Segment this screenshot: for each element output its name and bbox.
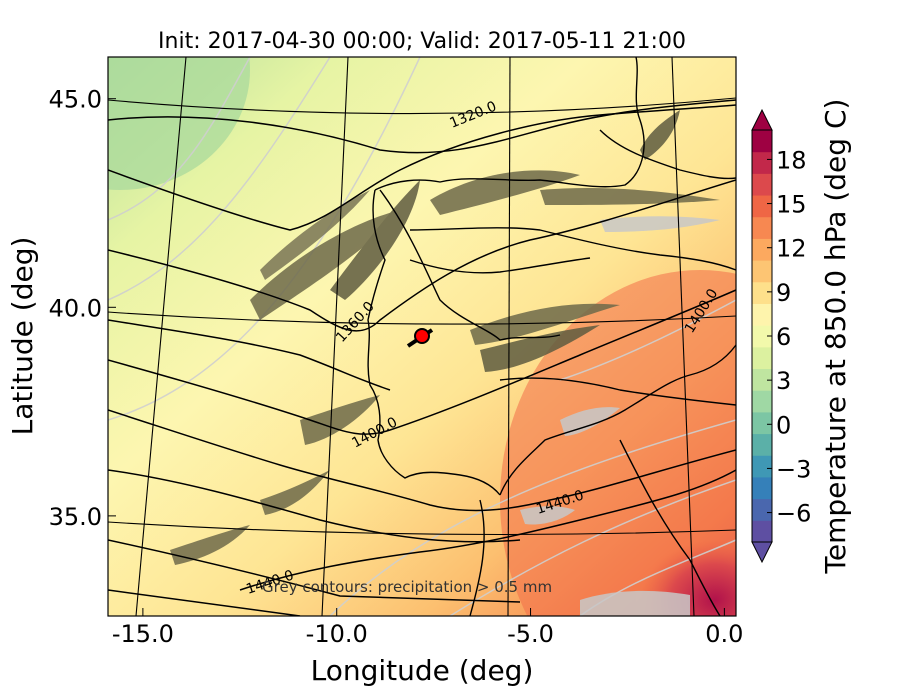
y-tick-label: 40.0	[49, 294, 102, 322]
x-tick-label: 0.0	[705, 620, 743, 648]
y-tick-label: 35.0	[49, 503, 102, 531]
colorbar-segment	[752, 173, 772, 196]
colorbar-segment	[752, 411, 772, 435]
colorbar-segment	[752, 390, 772, 413]
colorbar-segment	[752, 455, 772, 478]
colorbar-segment	[752, 303, 772, 326]
colorbar-tick-label: 9	[776, 279, 791, 307]
terrain-shading	[170, 110, 720, 616]
colorbar-segment	[752, 476, 772, 500]
meridian-10	[321, 57, 349, 616]
x-axis: -15.0 -10.0 -5.0 0.0 Longitude (deg)	[112, 608, 743, 687]
colorbar-segment	[752, 346, 772, 370]
parallel-40	[108, 311, 736, 325]
coastlines-borders	[367, 57, 736, 616]
colorbar-segment	[752, 151, 772, 174]
colorbar-segment	[752, 520, 772, 543]
colorbar-segment	[752, 433, 772, 456]
colorbar-tick-label: −3	[776, 455, 811, 483]
colorbar-segment	[752, 498, 772, 521]
colorbar-label: Temperature at 850.0 hPa (deg C)	[819, 99, 852, 575]
colorbar-tick-label: 12	[776, 235, 807, 263]
colorbar: −6 −3 0 3 6 9 12 15 18 Temperature at 850.0 hPa …	[751, 99, 852, 575]
colorbar-segment	[752, 281, 772, 304]
colorbar-segment	[752, 325, 772, 348]
graticule	[108, 57, 736, 616]
colorbar-segment	[752, 195, 772, 218]
precipitation-note: Grey contours: precipitation > 0.5 mm	[262, 578, 552, 596]
marker-dot	[414, 328, 430, 344]
y-axis-label: Latitude (deg)	[6, 237, 39, 436]
meridian-5	[507, 57, 511, 616]
cool-region	[108, 57, 250, 190]
colorbar-tick-label: 15	[776, 191, 807, 219]
colorbar-tick-label: 6	[776, 323, 791, 351]
parallel-35	[108, 521, 736, 536]
colorbar-extend-max	[751, 108, 773, 131]
colorbar-segment	[752, 260, 772, 283]
x-tick-label: -15.0	[112, 620, 174, 648]
height-contours	[108, 99, 736, 616]
x-axis-label: Longitude (deg)	[311, 654, 534, 687]
colorbar-segment	[752, 130, 772, 153]
parallel-45	[108, 97, 736, 115]
colorbar-segment	[752, 368, 772, 391]
colorbar-tick-label: 0	[776, 411, 791, 439]
colorbar-extend-min	[751, 541, 773, 564]
colorbar-tick-label: −6	[776, 500, 811, 528]
x-tick-label: -5.0	[507, 620, 554, 648]
y-axis: 45.0 40.0 35.0 Latitude (deg)	[6, 86, 116, 531]
colorbar-segment	[752, 238, 772, 261]
y-tick-label: 45.0	[49, 86, 102, 114]
colorbar-tick-label: 3	[776, 367, 791, 395]
colorbar-segment	[752, 216, 772, 239]
colorbar-tick-label: 18	[776, 146, 807, 174]
meridian-15	[135, 57, 187, 616]
map-frame	[107, 56, 737, 617]
meridian-0	[671, 57, 695, 616]
chart-title: Init: 2017-04-30 00:00; Valid: 2017-05-1…	[158, 29, 686, 54]
location-marker	[406, 328, 434, 348]
warm-region	[500, 270, 736, 616]
x-tick-label: -10.0	[306, 620, 368, 648]
